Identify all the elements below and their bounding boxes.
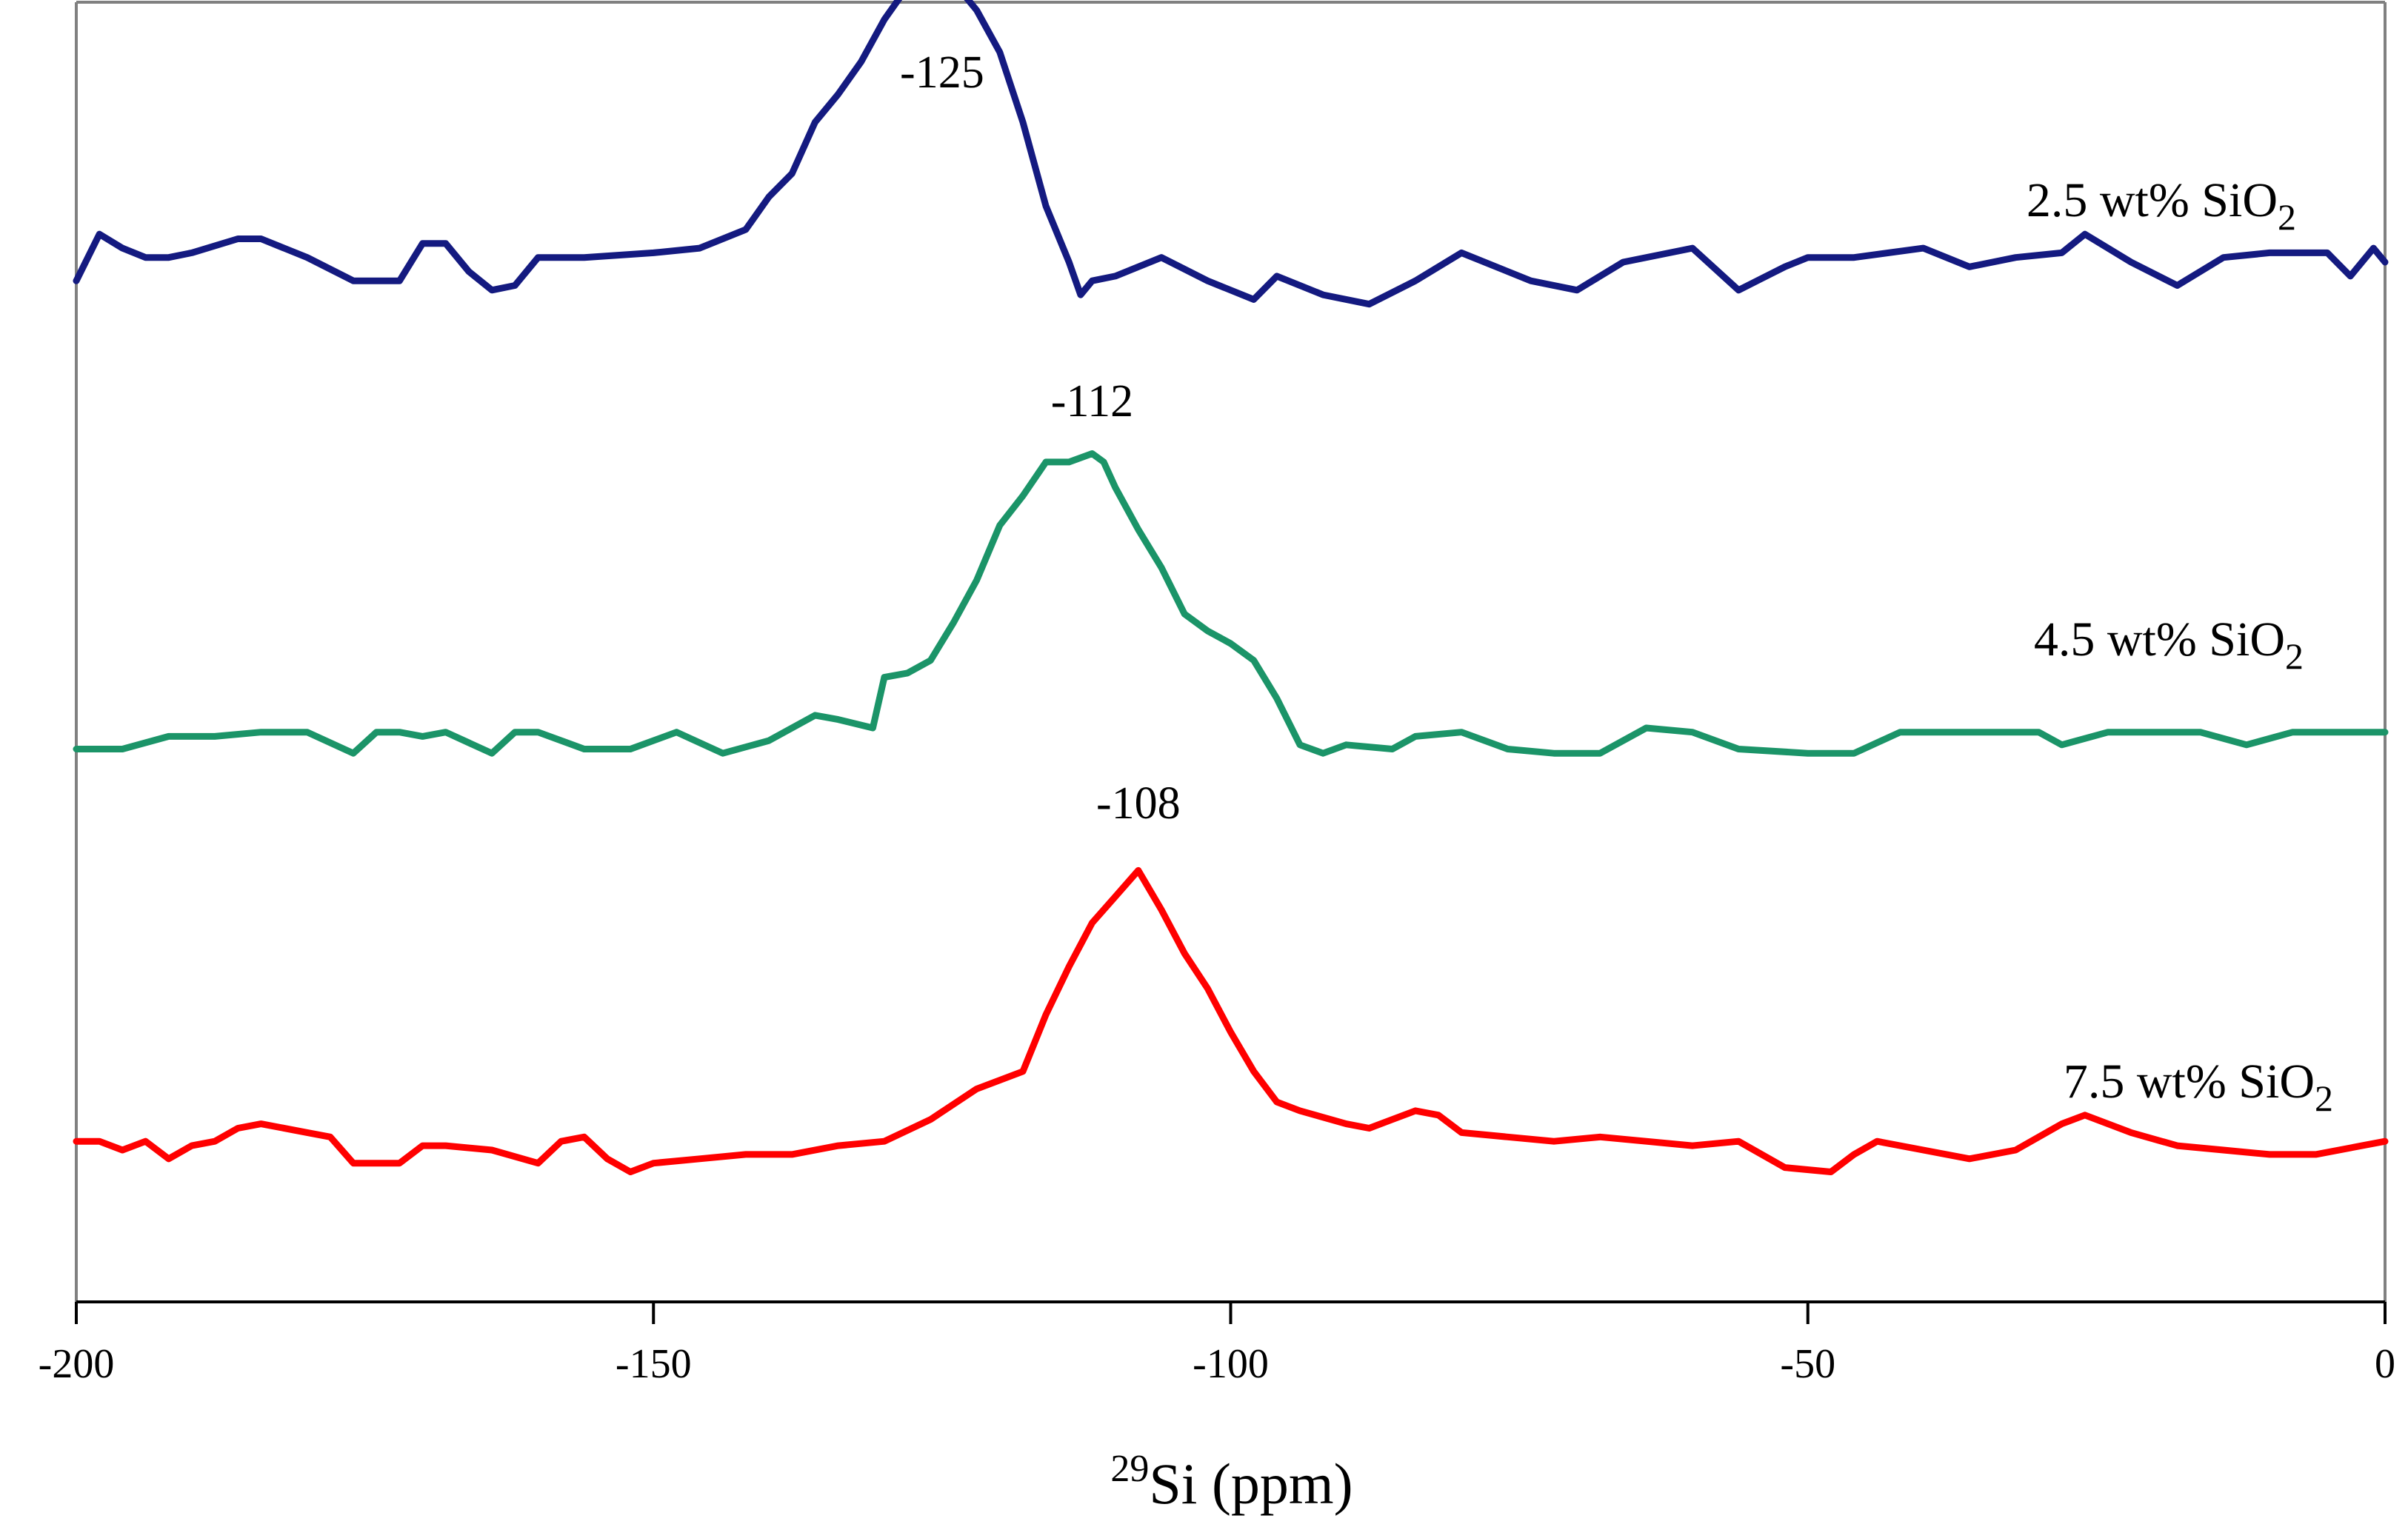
- peak-label-1: -125: [900, 47, 984, 98]
- x-tick-label: -200: [39, 1341, 115, 1387]
- x-tick-label: -100: [1193, 1341, 1269, 1387]
- series-line-2: [73, 450, 2389, 757]
- series-line-3: [73, 866, 2389, 1175]
- series-line-1: [73, 0, 2389, 308]
- peak-label-3: -108: [1096, 778, 1181, 829]
- x-tick-label: 0: [2375, 1341, 2395, 1387]
- series-label-2: 4.5 wt% SiO2: [2034, 612, 2304, 677]
- peak-label-2: -112: [1051, 376, 1133, 427]
- x-axis-label: 29Si (ppm): [1110, 1448, 1353, 1516]
- series-label-1: 2.5 wt% SiO2: [2027, 173, 2296, 238]
- x-tick-label: -150: [616, 1341, 692, 1387]
- x-axis-label-superscript: 29: [1110, 1448, 1149, 1490]
- x-axis-label-main: Si (ppm): [1149, 1451, 1353, 1516]
- series-label-3: 7.5 wt% SiO2: [2064, 1055, 2333, 1119]
- x-tick-label: -50: [1780, 1341, 1835, 1387]
